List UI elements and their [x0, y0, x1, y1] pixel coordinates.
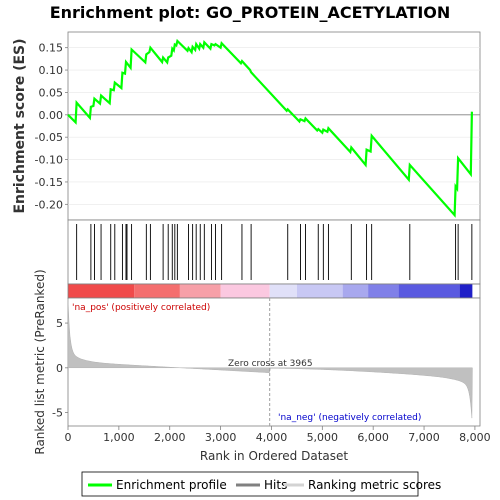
- hits-plot-frame: [67, 219, 481, 285]
- x-axis-label: Rank in Ordered Dataset: [200, 449, 348, 463]
- x-tick-label: 5,000: [307, 431, 339, 444]
- legend-label-ranking: Ranking metric scores: [308, 478, 441, 492]
- es-y-tick-label: 0.15: [39, 42, 64, 55]
- ranking-panel: -505 'na_pos' (positively correlated) Ze…: [33, 269, 481, 455]
- ranking-color-band-segment: [296, 284, 343, 298]
- es-y-tick-label: 0.00: [39, 109, 64, 122]
- legend-label-profile: Enrichment profile: [116, 478, 227, 492]
- ranking-metric-area: [67, 298, 473, 419]
- legend-label-hits: Hits: [264, 478, 287, 492]
- ranking-y-tick-label: -5: [52, 407, 63, 420]
- ranking-color-band-segment: [342, 284, 369, 298]
- chart-title: Enrichment plot: GO_PROTEIN_ACETYLATION: [50, 3, 451, 22]
- es-gridlines: [68, 47, 480, 205]
- ranking-color-band-segment: [220, 284, 270, 298]
- x-axis-ticks: 0 1,000 2,000 3,000 4,000 5,000 6,000 7,000 8,00…: [65, 426, 491, 444]
- pos-correlated-label: 'na_pos' (positively correlated): [72, 303, 210, 313]
- x-tick-label: 2,000: [154, 431, 186, 444]
- es-y-axis-label: Enrichment score (ES): [12, 38, 28, 213]
- x-tick-label: 8,000: [459, 431, 491, 444]
- legend: Enrichment profile Hits Ranking metric s…: [81, 471, 441, 497]
- ranking-y-ticks: -5 0 5: [52, 317, 68, 420]
- es-y-tick-label: 0.05: [39, 86, 64, 99]
- zero-cross-annotation: Zero cross at 3965: [228, 359, 313, 369]
- ranking-color-band: [68, 284, 473, 298]
- ranking-y-axis-label: Ranked list metric (PreRanked): [33, 269, 47, 454]
- enrichment-profile-line: [67, 38, 473, 218]
- ranking-y-tick-label: 5: [56, 317, 63, 330]
- hits-panel: [67, 219, 481, 285]
- x-tick-label: 6,000: [357, 431, 389, 444]
- ranking-plot-frame: [67, 297, 481, 427]
- es-y-tick-label: -0.20: [35, 198, 63, 211]
- ranking-color-band-segment: [398, 284, 460, 298]
- es-y-tick-label: -0.05: [35, 131, 63, 144]
- x-tick-label: 4,000: [256, 431, 288, 444]
- x-tick-label: 7,000: [408, 431, 440, 444]
- neg-correlated-label: 'na_neg' (negatively correlated): [278, 413, 421, 423]
- ranking-color-band-segment: [459, 284, 473, 298]
- ranking-color-band-segment: [134, 284, 180, 298]
- es-y-tick-label: 0.10: [39, 64, 64, 77]
- x-tick-label: 1,000: [103, 431, 135, 444]
- es-y-tick-label: -0.15: [35, 176, 63, 189]
- es-plot-frame: [67, 31, 481, 221]
- x-tick-label: 3,000: [205, 431, 237, 444]
- ranking-color-band-segment: [68, 284, 135, 298]
- ranking-y-tick-label: 0: [56, 362, 63, 375]
- x-tick-label: 0: [65, 431, 72, 444]
- ranking-color-band-segment: [179, 284, 221, 298]
- es-y-ticks: -0.20 -0.15 -0.10 -0.05 0.00 0.05 0.10 0.15: [35, 42, 68, 211]
- es-y-tick-label: -0.10: [35, 154, 63, 167]
- es-panel: -0.20 -0.15 -0.10 -0.05 0.00 0.05 0.10 0.15 Enr…: [12, 31, 481, 221]
- ranking-color-band-segment: [368, 284, 399, 298]
- ranking-color-band-segment: [269, 284, 297, 298]
- hits-markers: [76, 224, 473, 280]
